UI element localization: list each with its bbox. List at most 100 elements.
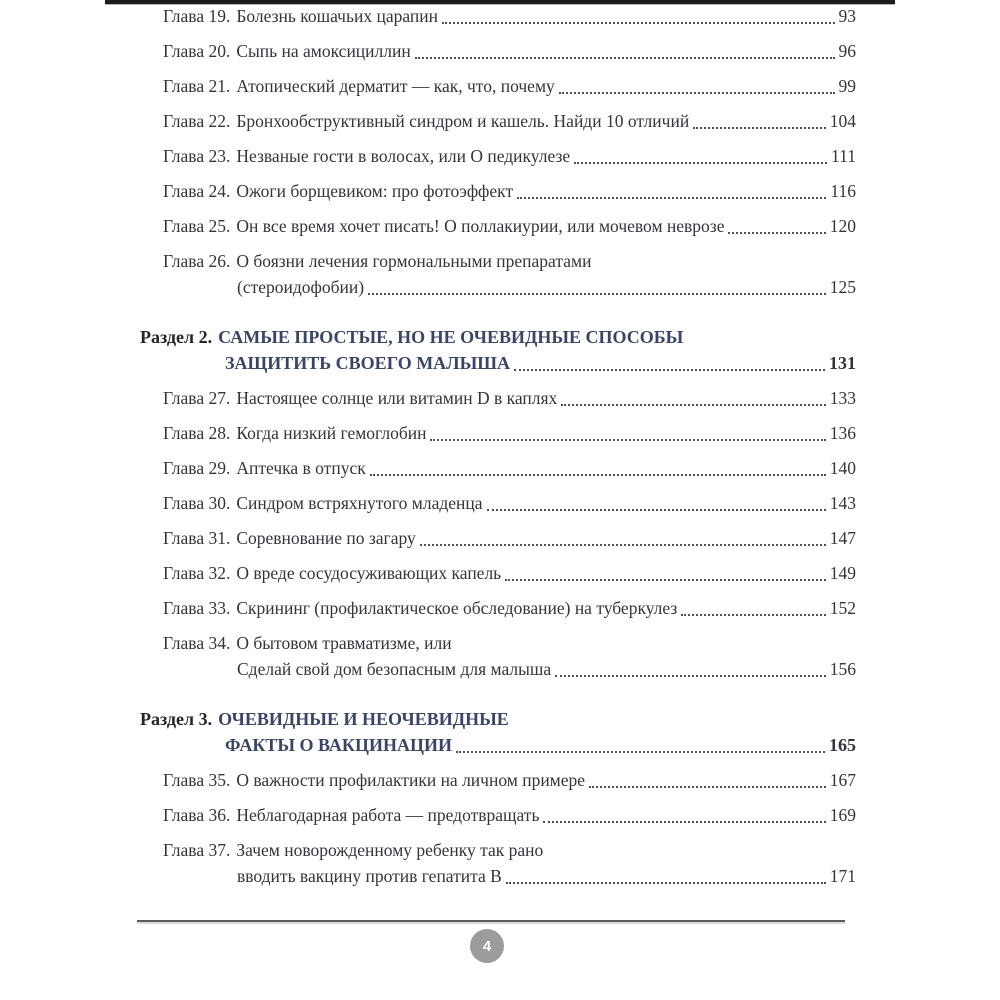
dot-leader — [561, 404, 826, 406]
table-of-contents: Глава 19. Болезнь кошачьих царапин 93 Глава… — [140, 3, 856, 898]
toc-entry-line2: Сделай свой дом безопасным для малыша 156 — [237, 656, 856, 682]
toc-entry-chapter: Глава 29. Аптечка в отпуск 140 — [140, 455, 856, 481]
toc-entry-chapter: Глава 24. Ожоги борщевиком: про фотоэффек… — [140, 178, 856, 204]
toc-entry-title-continued: вводить вакцину против гепатита В — [237, 866, 502, 886]
toc-entry-label: Глава 27. — [163, 388, 231, 408]
toc-entry-line: Глава 28. Когда низкий гемоглобин 136 — [163, 420, 856, 446]
toc-entry-title: Неблагодарная работа — предотвращать — [236, 805, 540, 825]
toc-entry-title: Атопический дерматит — как, что, почему — [236, 76, 555, 96]
dot-leader — [574, 162, 828, 164]
toc-entry-title: Соревнование по загару — [236, 528, 416, 548]
top-crop-bar — [105, 0, 895, 4]
toc-entry-page-number: 120 — [829, 216, 856, 236]
toc-entry-text: Глава 30. Синдром встряхнутого младенца — [163, 490, 483, 516]
toc-entry-line: Глава 21. Атопический дерматит — как, что… — [163, 73, 856, 99]
toc-entry-line: Глава 33. Скрининг (профилактическое обсл… — [163, 595, 856, 621]
toc-entry-chapter: Глава 25. Он все время хочет писать! О по… — [140, 213, 856, 239]
toc-entry-text: Глава 29. Аптечка в отпуск — [163, 455, 366, 481]
toc-entry-chapter: Глава 30. Синдром встряхнутого младенца 14… — [140, 490, 856, 516]
dot-leader — [558, 92, 835, 94]
dot-leader — [728, 232, 826, 234]
toc-entry-page-number: 96 — [838, 41, 857, 61]
toc-entry-text: Глава 35. О важности профилактики на личн… — [163, 767, 585, 793]
dot-leader — [505, 882, 826, 884]
toc-entry-chapter: Глава 21. Атопический дерматит — как, что… — [140, 73, 856, 99]
toc-entry-title: Синдром встряхнутого младенца — [236, 493, 483, 513]
toc-entry-title: Зачем новорожденному ребенку так рано — [236, 840, 544, 860]
toc-entry-text: Глава 27. Настоящее солнце или витамин D … — [163, 385, 557, 411]
toc-entry-line: Глава 27. Настоящее солнце или витамин D … — [163, 385, 856, 411]
toc-entry-page-number: 152 — [829, 598, 856, 618]
toc-entry-page-number: 149 — [829, 563, 856, 583]
dot-leader — [430, 439, 826, 441]
toc-entry-text: Глава 25. Он все время хочет писать! О по… — [163, 213, 724, 239]
dot-leader — [555, 675, 826, 677]
toc-entry-page-number: 131 — [829, 353, 856, 373]
toc-entry-line: Глава 29. Аптечка в отпуск 140 — [163, 455, 856, 481]
toc-entry-chapter: Глава 32. О вреде сосудосуживающих капель… — [140, 560, 856, 586]
toc-entry-page-number: 125 — [829, 277, 856, 297]
toc-entry-page-number: 169 — [829, 805, 856, 825]
toc-entry-line: Глава 35. О важности профилактики на личн… — [163, 767, 856, 793]
toc-entry-page-number: 99 — [838, 76, 857, 96]
toc-entry-title: Аптечка в отпуск — [236, 458, 366, 478]
toc-entry-label: Глава 26. — [163, 251, 231, 271]
toc-entry-chapter: Глава 35. О важности профилактики на личн… — [140, 767, 856, 793]
toc-entry-title-continued: ФАКТЫ О ВАКЦИНАЦИИ — [225, 735, 452, 755]
toc-entry-title: Незваные гости в волосах, или О педикуле… — [236, 146, 571, 166]
toc-entry-chapter: Глава 33. Скрининг (профилактическое обсл… — [140, 595, 856, 621]
toc-entry-label: Глава 28. — [163, 423, 231, 443]
toc-entry-page-number: 136 — [829, 423, 856, 443]
toc-entry-line1: Раздел 3. ОЧЕВИДНЫЕ И НЕОЧЕВИДНЫЕ — [140, 706, 856, 732]
toc-entry-text: Глава 32. О вреде сосудосуживающих капель — [163, 560, 501, 586]
toc-entry-title: Ожоги борщевиком: про фотоэффект — [236, 181, 514, 201]
footer-rule — [137, 920, 845, 922]
dot-leader — [368, 293, 826, 295]
toc-entry-label: Глава 36. — [163, 805, 231, 825]
toc-entry-title: Сыпь на амоксициллин — [236, 41, 411, 61]
toc-entry-label: Глава 31. — [163, 528, 231, 548]
toc-entry-chapter: Глава 22. Бронхообструктивный синдром и к… — [140, 108, 856, 134]
toc-entry-label: Глава 25. — [163, 216, 231, 236]
toc-entry-line1: Глава 26. О боязни лечения гормональными … — [163, 248, 856, 274]
toc-entry-chapter: Глава 31. Соревнование по загару 147 — [140, 525, 856, 551]
toc-entry-label: Глава 23. — [163, 146, 231, 166]
toc-entry-chapter: Глава 26. О боязни лечения гормональными … — [140, 248, 856, 300]
toc-entry-line: Глава 19. Болезнь кошачьих царапин 93 — [163, 3, 856, 29]
dot-leader — [369, 474, 826, 476]
toc-entry-text: Глава 28. Когда низкий гемоглобин — [163, 420, 426, 446]
toc-entry-line: Глава 32. О вреде сосудосуживающих капель… — [163, 560, 856, 586]
toc-entry-chapter: Глава 34. О бытовом травматизме, или Сдела… — [140, 630, 856, 682]
toc-entry-text: Глава 24. Ожоги борщевиком: про фотоэффек… — [163, 178, 513, 204]
toc-entry-page-number: 147 — [829, 528, 856, 548]
toc-entry-title-continued: ЗАЩИТИТЬ СВОЕГО МАЛЫША — [225, 353, 511, 373]
toc-entry-label: Глава 24. — [163, 181, 231, 201]
toc-entry-title: Болезнь кошачьих царапин — [236, 6, 438, 26]
dot-leader — [456, 751, 825, 753]
toc-entry-line1: Глава 34. О бытовом травматизме, или — [163, 630, 856, 656]
toc-entry-label: Глава 19. — [163, 6, 231, 26]
toc-entry-chapter: Глава 36. Неблагодарная работа — предотвр… — [140, 802, 856, 828]
dot-leader — [543, 821, 826, 823]
toc-entry-chapter: Глава 19. Болезнь кошачьих царапин 93 — [140, 3, 856, 29]
toc-entry-label: Глава 32. — [163, 563, 231, 583]
dot-leader — [486, 509, 826, 511]
toc-entry-line: Глава 24. Ожоги борщевиком: про фотоэффек… — [163, 178, 856, 204]
toc-entry-label: Глава 35. — [163, 770, 231, 790]
toc-entry-label: Глава 21. — [163, 76, 231, 96]
dot-leader — [514, 369, 825, 371]
toc-entry-label: Глава 29. — [163, 458, 231, 478]
dot-leader — [517, 197, 827, 199]
toc-entry-title: САМЫЕ ПРОСТЫЕ, НО НЕ ОЧЕВИДНЫЕ СПОСОБЫ — [218, 327, 684, 347]
dot-leader — [441, 22, 835, 24]
toc-entry-title: Настоящее солнце или витамин D в каплях — [236, 388, 558, 408]
toc-entry-title: Он все время хочет писать! О поллакиурии… — [236, 216, 725, 236]
toc-entry-text: Глава 21. Атопический дерматит — как, что… — [163, 73, 555, 99]
toc-entry-label: Глава 34. — [163, 633, 231, 653]
toc-entry-title-continued: Сделай свой дом безопасным для малыша — [237, 659, 552, 679]
toc-entry-label: Глава 30. — [163, 493, 231, 513]
toc-entry-label: Раздел 2. — [140, 327, 213, 347]
toc-entry-text: Глава 22. Бронхообструктивный синдром и к… — [163, 108, 689, 134]
toc-entry-chapter: Глава 20. Сыпь на амоксициллин 96 — [140, 38, 856, 64]
